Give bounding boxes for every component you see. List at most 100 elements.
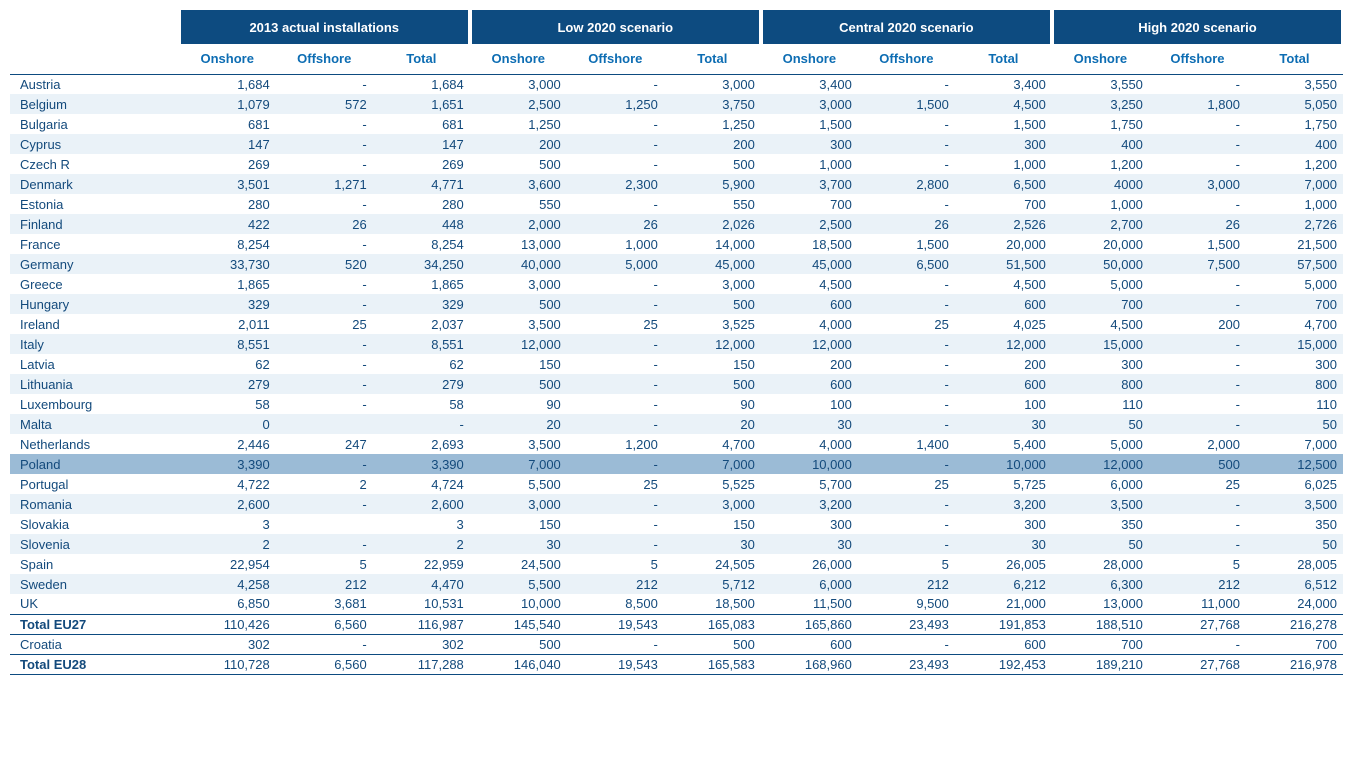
country-cell: Slovenia xyxy=(10,534,179,554)
value-cell: 3,000 xyxy=(1149,174,1246,194)
value-cell: 7,000 xyxy=(664,454,761,474)
value-cell: 12,500 xyxy=(1246,454,1343,474)
value-cell: 25 xyxy=(276,314,373,334)
value-cell: - xyxy=(1149,194,1246,214)
value-cell: 26 xyxy=(1149,214,1246,234)
value-cell: 24,500 xyxy=(470,554,567,574)
value-cell: - xyxy=(858,394,955,414)
value-cell: 800 xyxy=(1052,374,1149,394)
value-cell: - xyxy=(373,414,470,434)
value-cell: 5,400 xyxy=(955,434,1052,454)
value-cell: 1,250 xyxy=(664,114,761,134)
value-cell: 15,000 xyxy=(1246,334,1343,354)
value-cell: 7,000 xyxy=(1246,434,1343,454)
value-cell: 3,750 xyxy=(664,94,761,114)
sub-header: Offshore xyxy=(276,44,373,74)
table-row: Spain22,954522,95924,500524,50526,000526… xyxy=(10,554,1343,574)
value-cell: 681 xyxy=(179,114,276,134)
value-cell: 58 xyxy=(373,394,470,414)
table-row: France8,254-8,25413,0001,00014,00018,500… xyxy=(10,234,1343,254)
value-cell: 3,525 xyxy=(664,314,761,334)
value-cell: 247 xyxy=(276,434,373,454)
table-row: Estonia280-280550-550700-7001,000-1,000 xyxy=(10,194,1343,214)
table-row: Luxembourg58-5890-90100-100110-110 xyxy=(10,394,1343,414)
value-cell: 279 xyxy=(179,374,276,394)
value-cell: - xyxy=(1149,414,1246,434)
value-cell: 1,079 xyxy=(179,94,276,114)
country-cell: Romania xyxy=(10,494,179,514)
country-cell: Cyprus xyxy=(10,134,179,154)
value-cell: 1,865 xyxy=(373,274,470,294)
value-cell: 110 xyxy=(1052,394,1149,414)
value-cell: 13,000 xyxy=(1052,594,1149,614)
value-cell: 5,500 xyxy=(470,474,567,494)
value-cell: 572 xyxy=(276,94,373,114)
value-cell: - xyxy=(567,274,664,294)
value-cell: 2,000 xyxy=(1149,434,1246,454)
value-cell: 2,600 xyxy=(373,494,470,514)
sub-header: Onshore xyxy=(1052,44,1149,74)
value-cell: 500 xyxy=(470,154,567,174)
value-cell: 2 xyxy=(276,474,373,494)
country-cell: Italy xyxy=(10,334,179,354)
value-cell: - xyxy=(858,634,955,654)
country-cell: Croatia xyxy=(10,634,179,654)
table-row: UK6,8503,68110,53110,0008,50018,50011,50… xyxy=(10,594,1343,614)
value-cell: 520 xyxy=(276,254,373,274)
value-cell: - xyxy=(276,74,373,94)
value-cell: 1,651 xyxy=(373,94,470,114)
table-row: Czech R269-269500-5001,000-1,0001,200-1,… xyxy=(10,154,1343,174)
value-cell: 3,500 xyxy=(470,434,567,454)
value-cell: 5 xyxy=(276,554,373,574)
value-cell: - xyxy=(858,494,955,514)
total-row: Total EU27110,4266,560116,987145,54019,5… xyxy=(10,614,1343,634)
value-cell: 500 xyxy=(470,634,567,654)
value-cell: 18,500 xyxy=(761,234,858,254)
value-cell: 25 xyxy=(1149,474,1246,494)
value-cell: - xyxy=(858,194,955,214)
value-cell: 23,493 xyxy=(858,654,955,674)
value-cell: 50 xyxy=(1246,534,1343,554)
value-cell: 1,500 xyxy=(858,234,955,254)
value-cell: 3,500 xyxy=(1052,494,1149,514)
value-cell: 1,000 xyxy=(567,234,664,254)
table-row: Germany33,73052034,25040,0005,00045,0004… xyxy=(10,254,1343,274)
value-cell: 5 xyxy=(567,554,664,574)
value-cell: 5,050 xyxy=(1246,94,1343,114)
country-cell: Czech R xyxy=(10,154,179,174)
value-cell: - xyxy=(567,134,664,154)
value-cell: 8,254 xyxy=(179,234,276,254)
value-cell: - xyxy=(858,414,955,434)
value-cell: 5,525 xyxy=(664,474,761,494)
value-cell: - xyxy=(567,194,664,214)
value-cell: 1,500 xyxy=(1149,234,1246,254)
value-cell: 25 xyxy=(567,474,664,494)
value-cell: - xyxy=(567,154,664,174)
value-cell: - xyxy=(858,294,955,314)
value-cell: 24,000 xyxy=(1246,594,1343,614)
value-cell: 216,978 xyxy=(1246,654,1343,674)
value-cell: 700 xyxy=(955,194,1052,214)
value-cell: 1,250 xyxy=(470,114,567,134)
value-cell: 21,500 xyxy=(1246,234,1343,254)
value-cell: 2,011 xyxy=(179,314,276,334)
value-cell: 22,954 xyxy=(179,554,276,574)
value-cell: - xyxy=(1149,634,1246,654)
value-cell: - xyxy=(858,74,955,94)
value-cell: 3,250 xyxy=(1052,94,1149,114)
value-cell: 200 xyxy=(761,354,858,374)
table-row: Belgium1,0795721,6512,5001,2503,7503,000… xyxy=(10,94,1343,114)
value-cell: 150 xyxy=(470,514,567,534)
table-row: Poland3,390-3,3907,000-7,00010,000-10,00… xyxy=(10,454,1343,474)
value-cell: 20,000 xyxy=(1052,234,1149,254)
value-cell: 11,500 xyxy=(761,594,858,614)
value-cell: 300 xyxy=(1246,354,1343,374)
total-label: Total EU28 xyxy=(10,654,179,674)
value-cell: 25 xyxy=(858,314,955,334)
value-cell: 165,860 xyxy=(761,614,858,634)
value-cell: 212 xyxy=(276,574,373,594)
value-cell: 13,000 xyxy=(470,234,567,254)
value-cell: 2,500 xyxy=(761,214,858,234)
value-cell: 200 xyxy=(470,134,567,154)
value-cell: 3,400 xyxy=(761,74,858,94)
